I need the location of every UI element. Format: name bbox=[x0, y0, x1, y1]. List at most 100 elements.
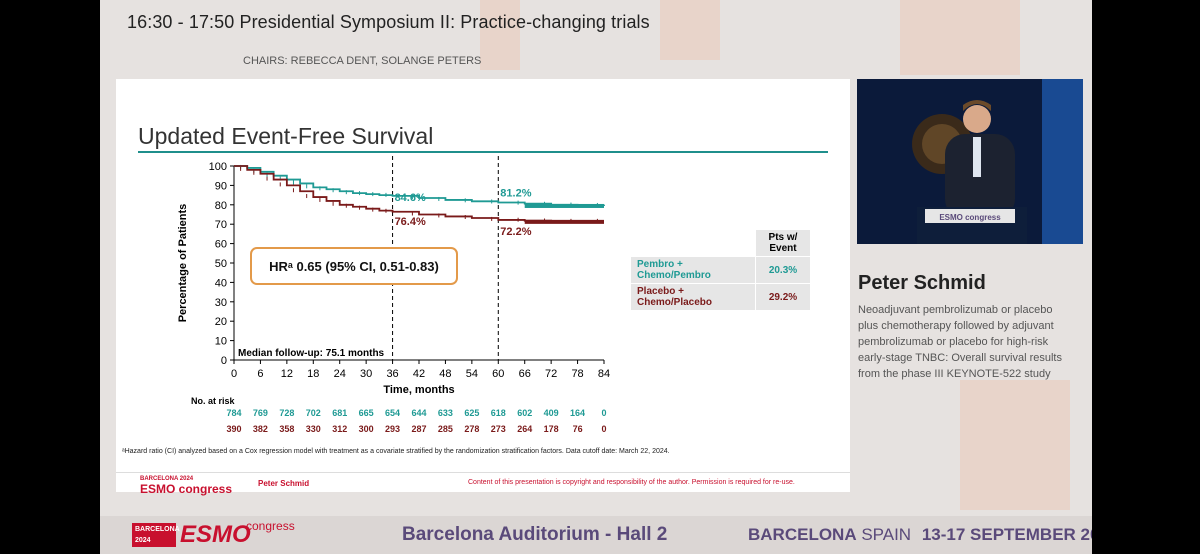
at-risk-count: 0 bbox=[601, 408, 606, 418]
slide-title: Updated Event-Free Survival bbox=[138, 123, 434, 149]
at-risk-count: 644 bbox=[411, 408, 426, 418]
bottom-bar: BARCELONA 2024 ESMO congress Barcelona A… bbox=[100, 516, 1092, 554]
x-tick-label: 60 bbox=[492, 368, 504, 380]
x-tick-label: 24 bbox=[334, 368, 346, 380]
at-risk-count: 273 bbox=[491, 424, 506, 434]
at-risk-count: 602 bbox=[517, 408, 532, 418]
presentation-slide: Updated Event-Free Survival 0 10 20 30 40 50 6… bbox=[116, 79, 850, 496]
x-tick-label: 36 bbox=[386, 368, 398, 380]
curve-placebo bbox=[234, 165, 604, 223]
hazard-ratio-box: HRᵃ 0.65 (95% CI, 0.51-0.83) bbox=[250, 247, 458, 285]
speaker-video-scene: ESMO congress bbox=[857, 79, 1083, 244]
curve-pembro bbox=[234, 165, 605, 207]
at-risk-count: 728 bbox=[279, 408, 294, 418]
session-title: 16:30 - 17:50 Presidential Symposium II:… bbox=[127, 12, 650, 32]
x-tick-label: 18 bbox=[307, 368, 319, 380]
events-header: Pts w/ Event bbox=[755, 229, 811, 257]
y-tick-label: 30 bbox=[215, 297, 227, 309]
at-risk-count: 164 bbox=[570, 408, 585, 418]
y-tick-label: 50 bbox=[215, 258, 227, 270]
logo-congress: congress bbox=[246, 519, 295, 533]
footer-copyright: Content of this presentation is copyrigh… bbox=[468, 479, 795, 486]
at-risk-count: 178 bbox=[544, 424, 559, 434]
at-risk-count: 390 bbox=[226, 424, 241, 434]
speaker-video: ESMO congress bbox=[857, 79, 1083, 244]
broadcast-stage: 16:30 - 17:50 Presidential Symposium II:… bbox=[100, 0, 1092, 554]
y-tick-label: 0 bbox=[221, 355, 227, 367]
title-rule bbox=[138, 151, 828, 153]
at-risk-count: 0 bbox=[601, 424, 606, 434]
x-tick-label: 0 bbox=[231, 368, 237, 380]
y-tick-label: 70 bbox=[215, 219, 227, 231]
at-risk-count: 625 bbox=[464, 408, 479, 418]
y-axis-label: Percentage of Patients bbox=[177, 204, 189, 323]
events-arm-placebo: Placebo + Chemo/Placebo bbox=[630, 283, 756, 311]
city-bold: BARCELONA bbox=[748, 525, 857, 544]
x-tick-label: 42 bbox=[413, 368, 425, 380]
x-tick-label: 12 bbox=[281, 368, 293, 380]
venue-label: Barcelona Auditorium - Hall 2 bbox=[402, 524, 668, 545]
censor-band-pembro bbox=[524, 203, 604, 208]
at-risk-count: 330 bbox=[306, 424, 321, 434]
y-tick-label: 20 bbox=[215, 316, 227, 328]
at-risk-count: 285 bbox=[438, 424, 453, 434]
slide-footer: BARCELONA 2024 ESMO congress Peter Schmi… bbox=[116, 472, 850, 496]
at-risk-count: 681 bbox=[332, 408, 347, 418]
x-tick-label: 78 bbox=[571, 368, 583, 380]
at-risk-count: 264 bbox=[517, 424, 532, 434]
at-risk-count: 293 bbox=[385, 424, 400, 434]
city-rest: SPAIN bbox=[856, 525, 912, 544]
at-risk-count: 769 bbox=[253, 408, 268, 418]
censor-band-placebo bbox=[524, 219, 604, 224]
lectern-logo: ESMO congress bbox=[939, 213, 1001, 222]
talk-title: Neoadjuvant pembrolizumab or placebo plu… bbox=[858, 304, 1062, 380]
at-risk-count: 665 bbox=[359, 408, 374, 418]
at-risk-count: 618 bbox=[491, 408, 506, 418]
y-tick-label: 90 bbox=[215, 180, 227, 192]
x-tick-label: 66 bbox=[519, 368, 531, 380]
events-value-placebo: 29.2% bbox=[755, 283, 811, 311]
annotation-pembro-36: 84.6% bbox=[395, 192, 426, 204]
events-table: Pts w/ Event Pembro + Chemo/Pembro 20.3%… bbox=[630, 229, 811, 311]
slide-footnote: ᵃHazard ratio (CI) analyzed based on a C… bbox=[122, 448, 670, 455]
at-risk-count: 654 bbox=[385, 408, 400, 418]
at-risk-count: 278 bbox=[464, 424, 479, 434]
speaker-name: Peter Schmid bbox=[858, 272, 986, 294]
y-tick-label: 40 bbox=[215, 277, 227, 289]
y-tick-label: 60 bbox=[215, 239, 227, 251]
logo-esmo: ESMO bbox=[180, 521, 251, 548]
events-arm-pembro: Pembro + Chemo/Pembro bbox=[630, 256, 756, 284]
x-axis-label: Time, months bbox=[383, 384, 454, 396]
annotation-placebo-36: 76.4% bbox=[395, 216, 426, 228]
at-risk-count: 409 bbox=[544, 408, 559, 418]
x-tick-label: 84 bbox=[598, 368, 610, 380]
at-risk-count: 382 bbox=[253, 424, 268, 434]
mini-logo-word: ESMO congress bbox=[140, 482, 233, 496]
x-tick-label: 48 bbox=[439, 368, 451, 380]
at-risk-count: 287 bbox=[411, 424, 426, 434]
events-value-pembro: 20.3% bbox=[755, 256, 811, 284]
at-risk-count: 358 bbox=[279, 424, 294, 434]
annotation-pembro-60: 81.2% bbox=[500, 187, 531, 199]
y-tick-label: 10 bbox=[215, 336, 227, 348]
event-dates: 13-17 SEPTEMBER 2024 bbox=[921, 525, 1092, 544]
survival-chart: 0 10 20 30 40 50 60 70 80 90 100 0 6 12 18 24 30 36 42 48 54… bbox=[177, 156, 610, 434]
esmo-mini-logo: BARCELONA 2024 ESMO congress bbox=[140, 476, 232, 496]
y-tick-label: 100 bbox=[209, 161, 227, 173]
median-followup: Median follow-up: 75.1 months bbox=[238, 348, 385, 359]
at-risk-title: No. at risk bbox=[191, 396, 235, 406]
mini-logo-city: BARCELONA 2024 bbox=[140, 476, 194, 482]
logo-city-badge: BARCELONA 2024 bbox=[132, 523, 180, 547]
x-tick-label: 30 bbox=[360, 368, 372, 380]
x-tick-label: 6 bbox=[257, 368, 263, 380]
at-risk-count: 300 bbox=[359, 424, 374, 434]
session-chairs: CHAIRS: REBECCA DENT, SOLANGE PETERS bbox=[243, 55, 482, 67]
annotation-placebo-60: 72.2% bbox=[500, 226, 531, 238]
x-tick-label: 54 bbox=[466, 368, 478, 380]
footer-presenter: Peter Schmid bbox=[258, 479, 310, 488]
at-risk-count: 312 bbox=[332, 424, 347, 434]
at-risk-count: 633 bbox=[438, 408, 453, 418]
at-risk-count: 702 bbox=[306, 408, 321, 418]
y-tick-label: 80 bbox=[215, 200, 227, 212]
at-risk-count: 76 bbox=[573, 424, 583, 434]
